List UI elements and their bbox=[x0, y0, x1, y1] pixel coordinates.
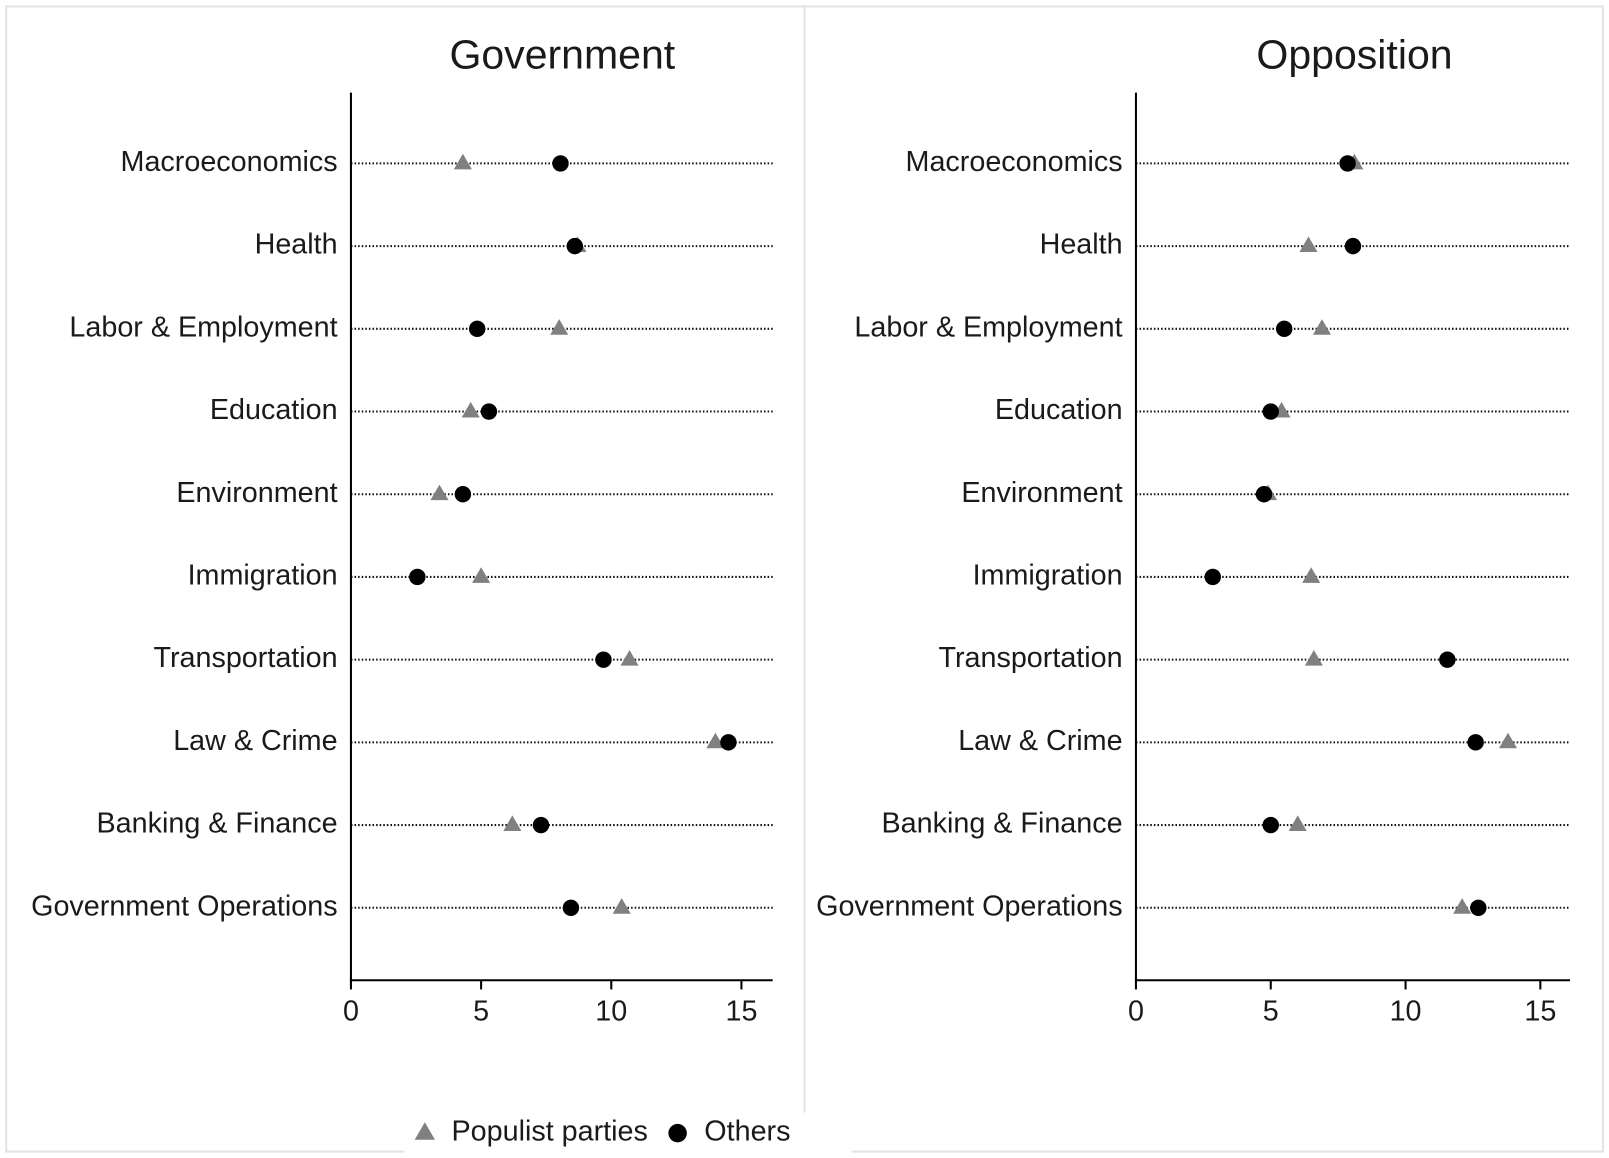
circle-marker bbox=[1344, 237, 1362, 255]
category-label: Transportation bbox=[153, 642, 337, 674]
triangle-marker bbox=[706, 732, 725, 749]
category-label: Environment bbox=[176, 477, 337, 509]
category-label: Banking & Finance bbox=[882, 808, 1123, 840]
category-label: Transportation bbox=[938, 642, 1122, 674]
triangle-marker bbox=[503, 815, 522, 831]
x-tick-label: 10 bbox=[1390, 996, 1422, 1028]
circle-marker bbox=[1467, 734, 1484, 751]
triangle-marker bbox=[472, 567, 491, 583]
x-tick-label: 15 bbox=[1524, 996, 1556, 1028]
category-label: Macroeconomics bbox=[906, 146, 1123, 178]
category-label: Immigration bbox=[188, 560, 338, 592]
circle-marker bbox=[454, 486, 472, 503]
category-label: Health bbox=[255, 229, 338, 261]
category-label: Law & Crime bbox=[173, 725, 337, 757]
triangle-marker bbox=[612, 898, 631, 914]
triangle-marker bbox=[1288, 815, 1307, 831]
x-tick-label: 15 bbox=[725, 996, 757, 1028]
triangle-marker bbox=[461, 401, 480, 418]
circle-marker bbox=[1262, 816, 1279, 834]
circle-marker bbox=[1439, 651, 1456, 668]
chart-title: Government bbox=[449, 32, 675, 78]
circle-marker bbox=[720, 734, 737, 751]
circle-marker bbox=[480, 403, 498, 420]
triangle-marker bbox=[1498, 732, 1518, 749]
circle-marker bbox=[562, 899, 580, 916]
legend-label: Others bbox=[704, 1116, 790, 1148]
circle-marker bbox=[595, 651, 612, 668]
triangle-marker bbox=[453, 153, 472, 170]
triangle-marker bbox=[620, 649, 639, 666]
triangle-marker bbox=[1302, 567, 1321, 583]
legend-label: Populist parties bbox=[452, 1116, 648, 1148]
category-label: Labor & Employment bbox=[854, 311, 1122, 343]
category-label: Environment bbox=[961, 477, 1122, 509]
category-label: Health bbox=[1040, 229, 1123, 261]
category-label: Education bbox=[995, 394, 1123, 426]
triangle-marker bbox=[430, 484, 449, 501]
circle-marker bbox=[1262, 403, 1279, 420]
circle-marker bbox=[668, 1123, 687, 1143]
circle-marker bbox=[552, 155, 569, 172]
circle-marker bbox=[1255, 486, 1273, 503]
category-label: Law & Crime bbox=[958, 725, 1122, 757]
panel-frame bbox=[803, 5, 1604, 1153]
triangle-marker bbox=[414, 1122, 435, 1140]
category-label: Education bbox=[210, 394, 338, 426]
legend-box bbox=[404, 1112, 852, 1158]
category-label: Government Operations bbox=[31, 890, 337, 922]
category-label: Macroeconomics bbox=[121, 146, 338, 178]
x-tick-label: 5 bbox=[1263, 996, 1279, 1028]
chart-title: Opposition bbox=[1256, 32, 1452, 78]
circle-marker bbox=[409, 568, 426, 586]
category-label: Banking & Finance bbox=[97, 808, 338, 840]
x-tick-label: 10 bbox=[595, 996, 627, 1028]
category-label: Government Operations bbox=[816, 890, 1122, 922]
circle-marker bbox=[468, 320, 486, 338]
circle-marker bbox=[1204, 568, 1221, 586]
triangle-marker bbox=[1453, 898, 1472, 914]
category-label: Labor & Employment bbox=[69, 311, 337, 343]
circle-marker bbox=[532, 816, 550, 834]
circle-marker bbox=[566, 237, 584, 255]
triangle-marker bbox=[1304, 649, 1323, 666]
circle-marker bbox=[1339, 155, 1356, 172]
triangle-marker bbox=[550, 319, 569, 335]
circle-marker bbox=[1470, 899, 1487, 916]
x-tick-label: 0 bbox=[1128, 996, 1144, 1028]
triangle-marker bbox=[1299, 236, 1318, 253]
x-tick-label: 0 bbox=[343, 996, 359, 1028]
x-tick-label: 5 bbox=[473, 996, 489, 1028]
category-label: Immigration bbox=[973, 560, 1123, 592]
circle-marker bbox=[1276, 320, 1293, 338]
triangle-marker bbox=[1312, 319, 1332, 335]
